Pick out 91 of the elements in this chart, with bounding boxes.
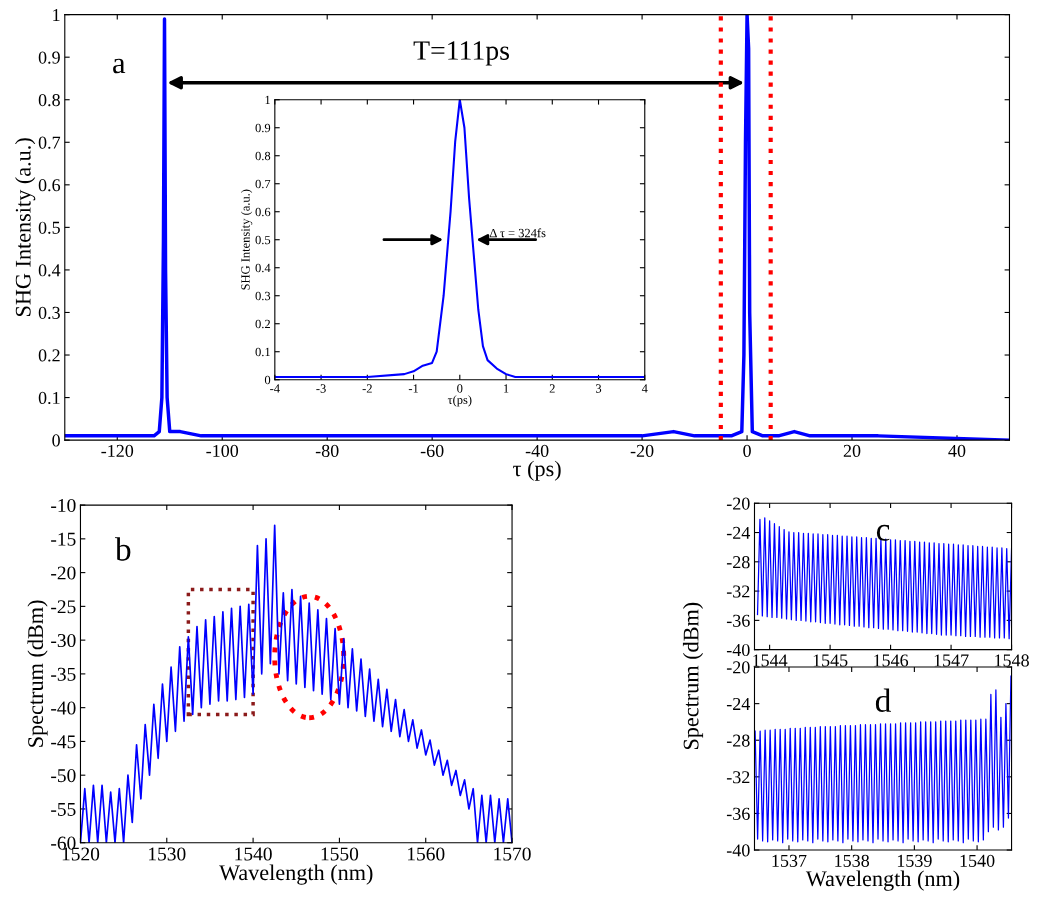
x-tick-label: 3 <box>596 384 602 393</box>
y-tick-label: -20 <box>726 497 750 510</box>
y-axis-title: Spectrum (dBm) <box>682 602 704 750</box>
y-tick-label: 0.1 <box>255 347 270 357</box>
y-tick-label: 0.6 <box>255 207 271 217</box>
x-tick-label: -80 <box>315 444 339 457</box>
y-tick-label: -55 <box>51 802 76 816</box>
annotation: c <box>876 524 890 541</box>
y-tick-label: 0.8 <box>255 151 271 161</box>
x-tick-label: 1540 <box>960 854 995 867</box>
annotation: b <box>114 537 131 561</box>
y-tick-label: -32 <box>726 771 750 784</box>
x-tick-label: 1550 <box>321 847 359 861</box>
x-tick-label: -4 <box>270 384 280 393</box>
x-tick-label: 1544 <box>753 654 788 667</box>
y-tick-label: 0.6 <box>38 179 61 192</box>
x-tick-label: 4 <box>641 384 648 393</box>
annotation: Δ τ = 324fs <box>489 228 546 238</box>
line-series <box>64 14 1010 441</box>
x-tick-label: 1547 <box>934 654 969 667</box>
x-tick-label: -3 <box>316 384 326 393</box>
x-tick-label: -1 <box>408 384 419 393</box>
y-tick-label: -40 <box>51 701 76 715</box>
x-tick-label: 1539 <box>897 854 932 867</box>
x-tick-label: -60 <box>420 444 444 457</box>
y-tick-label: -10 <box>51 498 76 513</box>
y-tick-label: -30 <box>51 633 76 648</box>
y-tick-label: 0.5 <box>255 235 271 245</box>
y-tick-label: 0.4 <box>38 264 61 277</box>
x-tick-label: 1 <box>504 384 509 393</box>
line-series <box>756 517 1012 640</box>
x-tick-label: -120 <box>101 444 134 457</box>
y-tick-label: 0.9 <box>255 123 271 133</box>
y-tick-label: -24 <box>726 697 751 710</box>
x-tick-label: 1570 <box>494 847 531 861</box>
x-tick-label: 1546 <box>874 654 909 667</box>
x-tick-label: 40 <box>948 444 966 457</box>
y-tick-label: 0.3 <box>255 291 271 301</box>
y-tick-label: -28 <box>726 556 750 569</box>
y-axis-title: SHG Intensity (a.u.) <box>240 189 253 290</box>
x-tick-label: 1530 <box>149 847 186 861</box>
y-tick-label: -28 <box>726 734 750 747</box>
y-tick-label: 0.3 <box>38 306 60 319</box>
y-tick-label: -35 <box>51 667 76 681</box>
annotation: a <box>113 58 126 74</box>
y-tick-label: 0.9 <box>38 51 60 64</box>
x-tick-label: 1538 <box>835 854 870 867</box>
y-tick-label: -15 <box>51 532 76 546</box>
line-series <box>754 675 1012 844</box>
y-tick-label: -24 <box>726 526 751 539</box>
x-tick-label: 1540 <box>235 847 272 861</box>
y-tick-label: -20 <box>51 566 76 580</box>
x-tick-label: 1545 <box>813 654 848 667</box>
x-axis-title: Wavelength (nm) <box>805 870 960 891</box>
y-tick-label: -36 <box>726 807 750 820</box>
y-tick-label: 0.7 <box>38 136 61 149</box>
y-tick-label: -32 <box>726 585 750 598</box>
x-axis-title: Wavelength (nm) <box>219 864 373 885</box>
y-tick-label: 0.2 <box>255 319 270 329</box>
y-tick-label: 0.4 <box>255 263 271 273</box>
y-tick-label: 0.8 <box>38 93 60 107</box>
y-tick-label: -25 <box>51 600 76 614</box>
x-tick-label: 1537 <box>772 854 807 867</box>
x-axis-title: τ (ps) <box>513 460 561 481</box>
y-tick-label: 0.1 <box>38 391 60 405</box>
x-axis-title: τ(ps) <box>447 395 472 407</box>
line-series <box>274 99 645 378</box>
x-tick-label: -2 <box>362 384 372 393</box>
y-tick-label: 0.5 <box>38 221 60 234</box>
y-tick-label: 0.2 <box>38 349 60 362</box>
y-tick-label: 1 <box>265 95 270 105</box>
x-tick-label: 20 <box>843 444 861 457</box>
y-axis-title: Spectrum (dBm) <box>27 600 48 747</box>
x-tick-label: -20 <box>630 444 654 457</box>
x-tick-label: 0 <box>457 384 463 393</box>
y-tick-label: -45 <box>51 735 76 749</box>
y-tick-label: -36 <box>726 614 750 627</box>
x-tick-label: 2 <box>549 384 555 393</box>
y-tick-label: 1 <box>53 8 60 21</box>
y-tick-label: 0.7 <box>255 179 271 189</box>
x-tick-label: -40 <box>525 444 549 457</box>
y-tick-label: 0 <box>264 375 271 385</box>
x-tick-label: 1560 <box>408 847 445 861</box>
y-tick-label: -50 <box>51 769 76 783</box>
y-tick-label: -40 <box>726 643 750 657</box>
annotation: d <box>875 688 891 712</box>
x-tick-label: 1548 <box>995 654 1029 667</box>
y-tick-label: 0 <box>52 434 60 447</box>
x-tick-label: -100 <box>206 444 239 457</box>
annotation: T=111ps <box>413 41 510 66</box>
y-axis-title: SHG Intensity (a.u.) <box>15 138 36 316</box>
